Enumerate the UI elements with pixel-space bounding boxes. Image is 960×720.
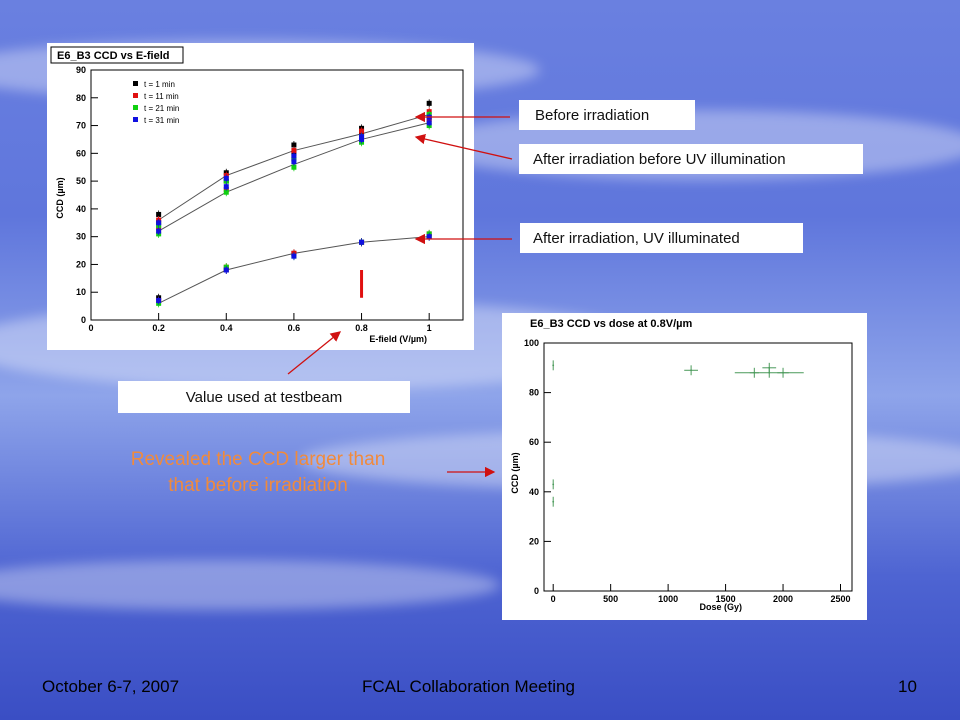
chart1-legend-swatch — [133, 117, 138, 122]
chart1-ytick-label: 20 — [76, 259, 86, 269]
chart2-point — [552, 483, 555, 486]
chart1-point — [291, 164, 297, 170]
footer-page-number: 10 — [898, 677, 917, 696]
callout-after-uv: After irradiation, UV illuminated — [520, 223, 803, 253]
chart1-fit-line — [158, 236, 430, 304]
chart1-point — [359, 128, 365, 134]
chart1-ytick-label: 60 — [76, 148, 86, 158]
chart1-xtick-label: 1 — [427, 323, 432, 333]
chart2-point — [552, 500, 555, 503]
chart1-title: E6_B3 CCD vs E-field — [57, 50, 169, 62]
chart-ccd-vs-efield: E6_B3 CCD vs E-field 0 10 20 30 40 50 60 70 80 90… — [47, 43, 474, 350]
chart1-legend-label: t = 21 min — [144, 104, 179, 113]
chart2-xlabel: Dose (Gy) — [699, 602, 742, 612]
chart2-point — [690, 369, 693, 372]
chart2-title: E6_B3 CCD vs dose at 0.8V/µm — [530, 318, 692, 330]
chart2-xtick-label: 500 — [603, 594, 618, 604]
chart2-frame — [543, 342, 853, 592]
chart2-point — [782, 371, 784, 374]
chart1-point — [291, 159, 297, 165]
chart2-svg: E6_B3 CCD vs dose at 0.8V/µm 0 20 40 60 80 10… — [510, 318, 853, 612]
chart2-xtick-label: 1000 — [658, 594, 678, 604]
chart2-ytick-label: 80 — [529, 388, 539, 398]
chart1-ytick-label: 70 — [76, 121, 86, 131]
chart2-xtick-label: 2500 — [830, 594, 850, 604]
chart1-ytick-label: 10 — [76, 287, 86, 297]
chart1-ytick-label: 80 — [76, 93, 86, 103]
chart1-point — [156, 228, 162, 234]
chart1-xtick-label: 0.4 — [220, 323, 233, 333]
chart1-legend-swatch — [133, 105, 138, 110]
chart2-ytick-label: 100 — [524, 338, 539, 348]
chart1-point — [291, 253, 297, 259]
chart1-point — [426, 100, 432, 106]
chart1-ytick-label: 50 — [76, 176, 86, 186]
chart1-frame — [90, 69, 464, 321]
footer-meeting: FCAL Collaboration Meeting — [362, 677, 575, 696]
chart-ccd-vs-dose: E6_B3 CCD vs dose at 0.8V/µm 0 20 40 60 80 10… — [502, 313, 867, 620]
finding-note-line1: Revealed the CCD larger than — [130, 449, 386, 470]
chart1-point — [426, 120, 432, 126]
chart1-xtick-label: 0.2 — [152, 323, 165, 333]
chart1-legend-swatch — [133, 93, 138, 98]
finding-note: Revealed the CCD larger than that before… — [86, 447, 430, 499]
chart1-legend-label: t = 31 min — [144, 116, 179, 125]
chart1-title-box — [50, 46, 184, 64]
chart1-xtick-label: 0 — [88, 323, 93, 333]
callout-before-irradiation: Before irradiation — [519, 100, 695, 130]
chart1-fit-line — [158, 122, 430, 232]
chart2-ytick-label: 60 — [529, 437, 539, 447]
chart1-ytick-label: 0 — [81, 315, 86, 325]
chart2-xtick-label: 0 — [551, 594, 556, 604]
chart1-legend-swatch — [133, 81, 138, 86]
chart2-ytick-label: 40 — [529, 487, 539, 497]
chart1-point — [223, 175, 229, 181]
chart1-point — [223, 267, 229, 273]
callout-after-before-uv: After irradiation before UV illumination — [519, 144, 863, 174]
chart1-point — [156, 298, 162, 304]
chart1-ytick-label: 30 — [76, 232, 86, 242]
chart1-xtick-label: 0.8 — [355, 323, 368, 333]
callout-before-label: Before irradiation — [535, 106, 650, 124]
chart1-point — [291, 148, 297, 154]
callout-testbeam: Value used at testbeam — [118, 381, 410, 413]
footer-date: October 6-7, 2007 — [42, 677, 180, 696]
chart2-point — [768, 371, 771, 374]
chart2-xtick-label: 2000 — [773, 594, 793, 604]
chart1-point — [291, 153, 297, 159]
chart1-point — [156, 220, 162, 226]
chart1-point — [291, 142, 297, 148]
chart1-legend-label: t = 1 min — [144, 80, 175, 89]
chart2-point — [552, 364, 555, 367]
chart1-point — [223, 184, 229, 190]
chart2-ytick-label: 20 — [529, 536, 539, 546]
callout-testbeam-label: Value used at testbeam — [185, 388, 343, 406]
callout-after-uv-label: After irradiation, UV illuminated — [533, 229, 740, 247]
chart1-point — [223, 189, 229, 195]
chart1-point — [359, 239, 365, 245]
chart2-ytick-label: 0 — [534, 586, 539, 596]
callout-after-before-uv-label: After irradiation before UV illumination — [533, 150, 786, 168]
finding-note-line2: that before irradiation — [168, 475, 348, 496]
chart1-legend-label: t = 11 min — [144, 92, 179, 101]
chart2-ylabel: CCD (µm) — [510, 452, 520, 493]
chart1-ytick-label: 40 — [76, 204, 86, 214]
chart1-ytick-label: 90 — [76, 65, 86, 75]
chart1-point — [359, 136, 365, 142]
chart1-point — [156, 211, 162, 217]
chart1-point — [426, 234, 432, 240]
chart1-xlabel: E-field (V/µm) — [369, 334, 427, 344]
chart2-xtick-label: 1500 — [716, 594, 736, 604]
chart1-xtick-label: 0.6 — [288, 323, 301, 333]
chart1-ylabel: CCD (µm) — [55, 177, 65, 218]
chart1-svg: E6_B3 CCD vs E-field 0102030405060708090… — [50, 46, 464, 344]
